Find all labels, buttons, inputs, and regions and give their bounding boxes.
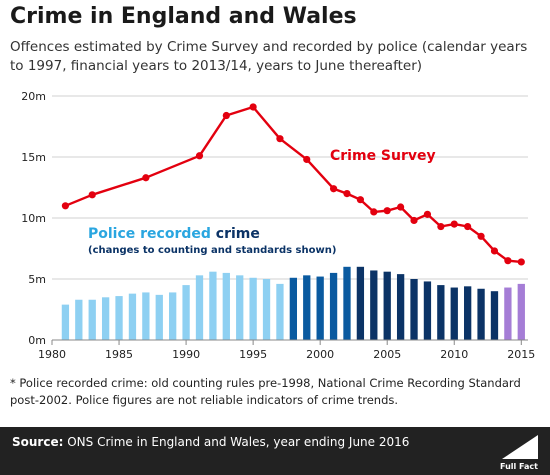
crime-survey-point (464, 222, 472, 231)
police-bar (356, 266, 365, 340)
crime-survey-point (329, 185, 338, 193)
y-tick-label: 0m (28, 334, 46, 347)
crime-survey-point (383, 207, 391, 215)
police-bar (370, 270, 378, 340)
police-bar (61, 304, 70, 340)
annotations: Crime Survey Police recorded crime (chan… (88, 148, 436, 256)
police-bar (490, 291, 499, 340)
police-bar (437, 285, 445, 340)
y-tick-label: 20m (21, 90, 46, 103)
police-recorded-label-part1: Police recorded (88, 226, 211, 242)
footnote: * Police recorded crime: old counting ru… (10, 376, 521, 407)
crime-survey-point (142, 174, 150, 182)
x-tick-label: 1995 (239, 348, 267, 361)
police-bar (236, 275, 244, 340)
police-bar (262, 279, 271, 340)
police-bar (303, 275, 311, 340)
police-bar (410, 279, 418, 340)
police-bar (450, 287, 458, 340)
crime-survey-point (195, 152, 204, 160)
axes: 0m 5m 10m 15m 20m 1980 1985 1990 1995 2000 2005 201… (21, 90, 535, 361)
crime-survey-point (222, 111, 230, 120)
crime-survey-point (88, 191, 96, 199)
y-tick-label: 5m (28, 273, 46, 286)
police-bars (61, 266, 525, 340)
y-tick-label: 15m (21, 151, 46, 164)
police-bar (343, 266, 351, 340)
police-bar (329, 272, 338, 340)
police-bar (316, 276, 324, 340)
crime-survey-point (490, 247, 499, 255)
police-bar (169, 292, 177, 340)
y-tick-label: 10m (21, 212, 46, 225)
crime-survey-point (61, 202, 70, 210)
police-bar (182, 285, 190, 340)
police-bar (464, 286, 472, 340)
crime-survey-point (477, 232, 485, 240)
x-tick-label: 2000 (306, 348, 334, 361)
crime-survey-point (249, 103, 257, 111)
police-recorded-label: Police recorded crime (88, 226, 260, 242)
crime-survey-point (303, 155, 311, 164)
police-bar (517, 283, 525, 340)
police-bar (195, 275, 204, 340)
police-bar (222, 272, 230, 340)
source-text: Source: ONS Crime in England and Wales, … (12, 435, 409, 449)
x-tick-label: 2005 (373, 348, 401, 361)
source-bar: Source: ONS Crime in England and Wales, … (0, 427, 550, 475)
police-bar (75, 299, 83, 340)
police-bar (504, 287, 512, 340)
crime-survey-point (437, 222, 445, 231)
police-bar (128, 293, 137, 340)
crime-survey-point (450, 220, 458, 228)
crime-chart: 0m 5m 10m 15m 20m 1980 1985 1990 1995 2000 2005 201… (21, 90, 535, 361)
police-bar (423, 281, 432, 340)
police-bar (396, 274, 405, 340)
x-tick-label: 2010 (440, 348, 468, 361)
crime-survey-label: Crime Survey (330, 148, 436, 164)
crime-survey-point (517, 258, 525, 266)
chart-title: Crime in England and Wales (10, 4, 357, 29)
police-bar (289, 277, 298, 340)
crime-survey-point (423, 210, 432, 218)
x-tick-label: 1980 (38, 348, 66, 361)
police-recorded-label-part2: crime (211, 226, 260, 242)
crime-survey-point (410, 216, 418, 225)
x-tick-label: 1985 (105, 348, 133, 361)
crime-survey-point (397, 203, 405, 211)
chart-subtitle: Offences estimated by Crime Survey and r… (10, 39, 528, 74)
police-note-label: (changes to counting and standards shown… (88, 245, 336, 256)
police-bar (115, 296, 123, 340)
police-bar (88, 299, 96, 340)
police-bar (249, 277, 257, 340)
police-bar (209, 271, 217, 340)
police-bar (155, 294, 163, 340)
x-tick-label: 1990 (172, 348, 200, 361)
crime-survey-point (343, 190, 351, 198)
survey-line-group (61, 103, 525, 266)
police-bar (477, 288, 485, 340)
police-bar (383, 271, 391, 340)
crime-survey-point (356, 196, 364, 204)
logo-text: Full Fact (500, 462, 538, 471)
source-label: Source: (12, 435, 64, 449)
police-bar (142, 292, 150, 340)
x-tick-label: 2015 (507, 348, 535, 361)
full-fact-logo[interactable]: Full Fact (498, 433, 542, 471)
source-value: ONS Crime in England and Wales, year end… (67, 435, 410, 449)
crime-survey-point (276, 135, 284, 143)
crime-survey-point (504, 257, 512, 265)
police-bar (101, 297, 110, 340)
logo-triangle-icon (502, 435, 538, 459)
crime-survey-point (370, 208, 378, 216)
police-bar (276, 283, 284, 340)
